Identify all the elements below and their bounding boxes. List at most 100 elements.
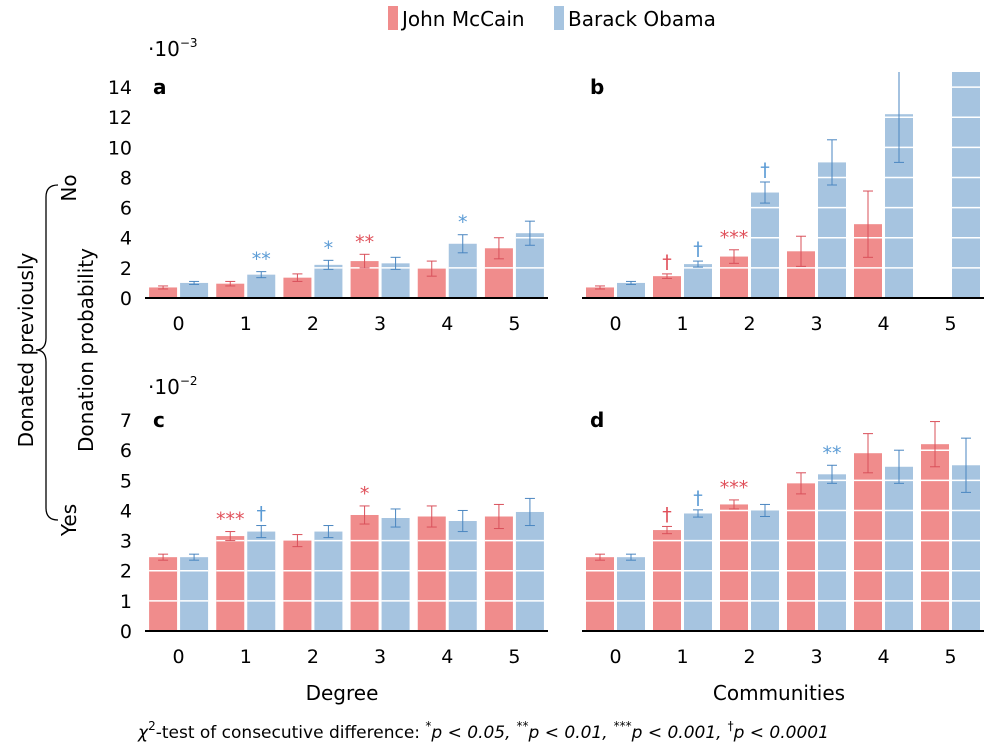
x-tick-label: 2 xyxy=(307,646,319,668)
bar-obama xyxy=(684,264,712,298)
bar-obama xyxy=(818,474,846,631)
panel-letter-d: d xyxy=(590,408,604,432)
y-tick-label: 2 xyxy=(120,258,132,280)
x-tick-label: 5 xyxy=(944,646,956,668)
x-axis-label-communities: Communities xyxy=(713,681,845,705)
multiplier-top-base: ·10 xyxy=(148,37,180,61)
bar-mccain xyxy=(350,514,379,631)
y-tick-label: 12 xyxy=(108,107,132,129)
y-tick-label: 7 xyxy=(120,410,132,432)
bar-mccain xyxy=(586,287,614,298)
bar-obama xyxy=(684,513,712,631)
legend: John McCain Barack Obama xyxy=(388,6,716,31)
footnote-cond-1: p < 0.05, xyxy=(430,723,510,743)
y-tick-label: 4 xyxy=(120,228,132,250)
multiplier-bottom: ·10−2 xyxy=(148,374,198,399)
bar-mccain xyxy=(283,277,312,298)
bar-obama xyxy=(617,557,645,631)
panel-letter-b: b xyxy=(590,75,604,99)
x-tick-label: 4 xyxy=(877,313,889,335)
y-axis-label: Donation probability xyxy=(74,248,98,452)
y-tick-label: 0 xyxy=(120,621,132,643)
panel-b: b 0 † † 1 *** † 2 3 4 5 xyxy=(582,72,984,335)
multiplier-bottom-exp: −2 xyxy=(180,374,198,388)
x-tick-label: 2 xyxy=(307,313,319,335)
y-tick-label: 6 xyxy=(120,440,132,462)
legend-label-mccain: John McCain xyxy=(400,7,525,31)
bar-mccain xyxy=(484,516,513,631)
bar-mccain xyxy=(216,536,245,631)
x-tick-label: 3 xyxy=(810,313,822,335)
x-tick-label: 5 xyxy=(508,313,520,335)
x-tick-label: 5 xyxy=(944,313,956,335)
bar-obama xyxy=(180,557,209,631)
x-tick-label: 0 xyxy=(609,313,621,335)
panel-a: a 0 2 4 6 8 10 12 14 0 ** 1 * 2 ** 3 * 4 5 xyxy=(108,75,548,335)
x-tick-label: 1 xyxy=(676,646,688,668)
footnote-cond-4: p < 0.0001 xyxy=(733,723,829,743)
y-tick-label: 8 xyxy=(120,167,132,189)
bar-mccain xyxy=(283,540,312,631)
footnote-chi-sup: 2 xyxy=(148,719,156,733)
significance-marker-obama: * xyxy=(324,237,334,259)
bar-obama xyxy=(885,466,913,631)
bar-obama xyxy=(617,282,645,298)
bar-mccain xyxy=(921,444,949,631)
bar-obama xyxy=(381,518,410,631)
footnote-text: -test of consecutive difference: xyxy=(156,723,426,743)
footnote-cond-2: p < 0.01, xyxy=(528,723,608,743)
significance-marker-obama: ** xyxy=(252,249,271,271)
significance-marker-mccain: *** xyxy=(720,227,749,249)
group-brace xyxy=(35,184,59,521)
y-tick-label: 1 xyxy=(120,591,132,613)
bar-obama xyxy=(314,264,343,298)
significance-marker-mccain: *** xyxy=(720,477,749,499)
panel-letter-c: c xyxy=(153,408,165,432)
footnote-sym-3: *** xyxy=(614,719,632,733)
bar-obama xyxy=(247,531,276,631)
significance-marker-mccain: ** xyxy=(355,231,374,253)
bar-mccain xyxy=(586,557,614,631)
x-tick-label: 1 xyxy=(240,646,252,668)
y-tick-label: 2 xyxy=(120,561,132,583)
panel-c: c 0 1 2 3 4 5 6 7 0 *** † 1 2 * 3 4 5 xyxy=(120,408,548,668)
significance-marker-mccain: * xyxy=(360,483,370,505)
y-tick-label: 14 xyxy=(108,77,132,99)
bar-mccain xyxy=(417,516,446,631)
footnote-sym-1: * xyxy=(425,719,431,733)
multiplier-bottom-base: ·10 xyxy=(148,375,180,399)
significance-marker-obama: † xyxy=(693,238,703,260)
footnote-sym-4: † xyxy=(728,719,734,733)
bar-obama xyxy=(515,511,544,631)
bar-obama xyxy=(751,192,779,298)
y-tick-label: 6 xyxy=(120,198,132,220)
x-tick-label: 4 xyxy=(877,646,889,668)
bar-obama xyxy=(314,531,343,631)
bar-obama xyxy=(952,465,980,631)
bar-mccain xyxy=(787,483,815,631)
significance-marker-obama: ** xyxy=(823,442,842,464)
x-tick-label: 3 xyxy=(374,313,386,335)
x-axis-label-degree: Degree xyxy=(306,681,379,705)
bar-obama xyxy=(448,521,477,631)
row-label-yes: Yes xyxy=(57,504,81,537)
x-tick-label: 0 xyxy=(173,313,185,335)
bar-mccain xyxy=(653,276,681,298)
y-tick-label: 10 xyxy=(108,137,132,159)
x-tick-label: 1 xyxy=(240,313,252,335)
bar-obama xyxy=(247,274,276,298)
significance-marker-obama: † xyxy=(760,159,770,181)
x-tick-label: 4 xyxy=(441,313,453,335)
legend-label-obama: Barack Obama xyxy=(568,7,716,31)
bar-obama xyxy=(952,72,980,298)
significance-marker-obama: † xyxy=(693,487,703,509)
x-tick-label: 3 xyxy=(810,646,822,668)
x-tick-label: 3 xyxy=(374,646,386,668)
bar-mccain xyxy=(653,530,681,631)
legend-swatch-obama xyxy=(554,6,564,30)
significance-marker-obama: † xyxy=(257,503,267,525)
bar-mccain xyxy=(149,557,178,631)
significance-marker-mccain: *** xyxy=(216,509,245,531)
